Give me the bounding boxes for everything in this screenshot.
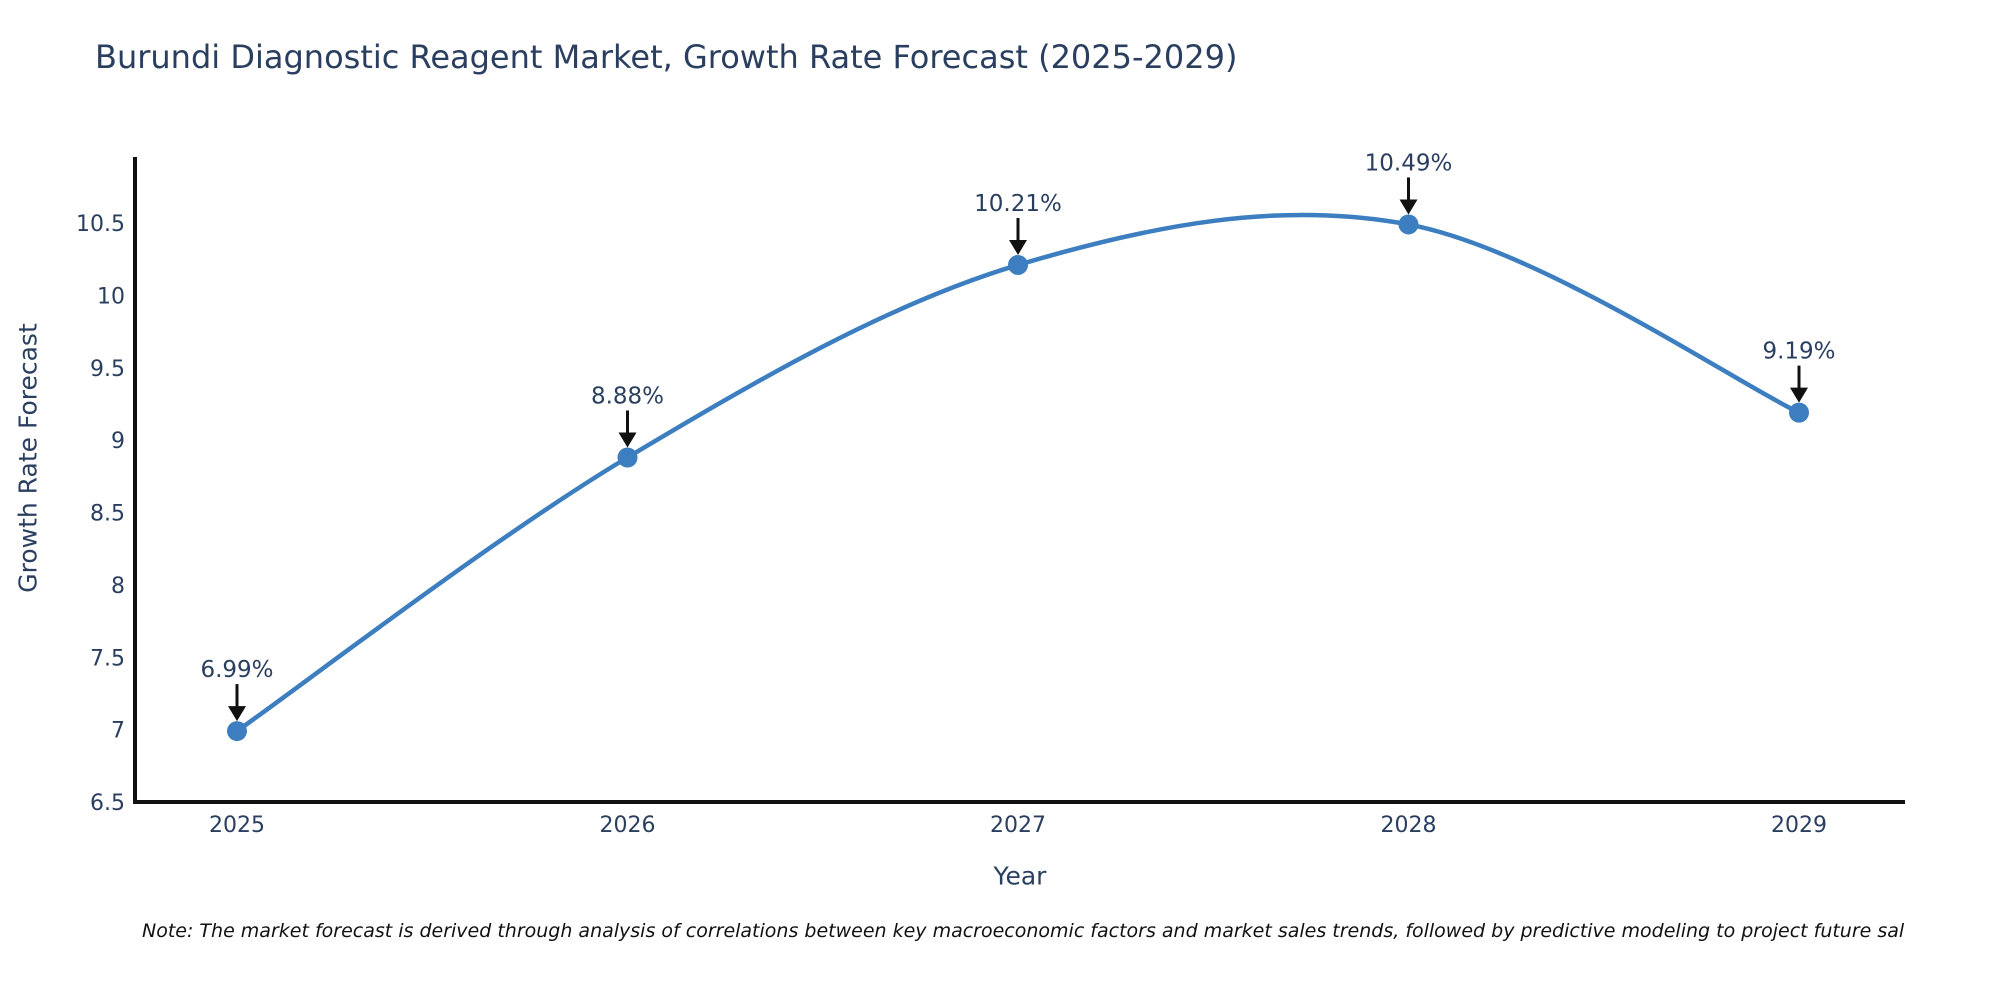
y-tick-label: 10 <box>97 284 125 309</box>
y-tick-label: 9.5 <box>90 357 125 382</box>
chart-footnote: Note: The market forecast is derived thr… <box>142 920 1905 942</box>
data-point-marker[interactable] <box>1008 254 1028 275</box>
y-tick-label: 7.5 <box>90 646 125 671</box>
annotation-arrow-head <box>1009 239 1027 255</box>
data-point-marker[interactable] <box>617 447 638 468</box>
data-point-label: 8.88% <box>591 383 664 409</box>
annotation-arrow-head <box>618 432 637 448</box>
data-point-marker[interactable] <box>1789 402 1809 423</box>
y-tick-label: 8.5 <box>90 502 125 527</box>
data-point-marker[interactable] <box>227 721 247 742</box>
data-point-marker[interactable] <box>1398 214 1419 235</box>
annotation-arrow-head <box>228 706 246 722</box>
annotation-arrow-head <box>1399 199 1418 215</box>
chart-title: Burundi Diagnostic Reagent Market, Growt… <box>95 38 1238 76</box>
x-axis-title: Year <box>993 861 1047 891</box>
y-tick-label: 9 <box>111 429 125 454</box>
x-tick-label: 2026 <box>600 813 656 838</box>
y-tick-label: 6.5 <box>90 791 125 816</box>
x-tick-label: 2027 <box>990 813 1046 838</box>
data-point-label: 9.19% <box>1762 339 1835 365</box>
y-axis-title: Growth Rate Forecast <box>13 323 43 593</box>
y-tick-label: 8 <box>111 574 125 599</box>
x-tick-label: 2025 <box>209 813 265 838</box>
annotation-arrow-head <box>1790 387 1808 403</box>
data-point-label: 10.21% <box>974 191 1062 217</box>
x-tick-label: 2028 <box>1381 813 1437 838</box>
y-tick-label: 10.5 <box>76 212 125 237</box>
forecast-line <box>234 212 1802 734</box>
x-tick-label: 2029 <box>1771 813 1827 838</box>
data-point-label: 6.99% <box>200 657 273 683</box>
y-tick-label: 7 <box>111 719 125 744</box>
data-point-label: 10.49% <box>1365 150 1453 176</box>
